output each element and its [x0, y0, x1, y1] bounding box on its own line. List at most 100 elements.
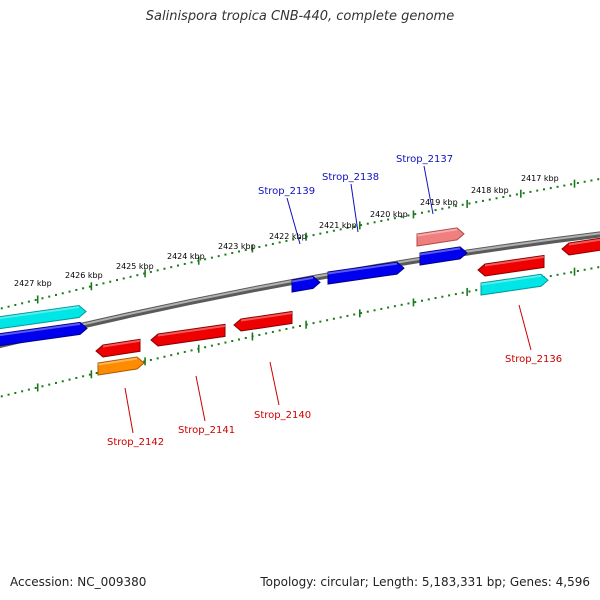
ruler-dot — [244, 336, 247, 339]
ruler-dot — [136, 274, 139, 277]
ruler-dot — [441, 295, 444, 298]
ruler-dot — [75, 288, 78, 291]
gene-label-strop-2140[interactable]: Strop_2140 — [254, 410, 311, 421]
gene-strop-2141[interactable] — [150, 323, 226, 347]
ruler-dot — [88, 285, 91, 288]
ruler-dot — [454, 205, 457, 208]
ruler-dot — [319, 320, 322, 323]
ruler-dot — [421, 211, 423, 214]
ruler-dot — [129, 275, 132, 278]
gene-label-line — [269, 361, 280, 406]
ruler-dot — [576, 182, 579, 185]
ruler-dot — [454, 293, 457, 296]
ruler-dot — [68, 290, 71, 293]
gene-strop-2139[interactable] — [291, 275, 321, 293]
ruler-dot — [217, 343, 220, 346]
ruler-dot — [143, 272, 146, 275]
ruler-dot — [515, 193, 518, 196]
kbp-label: 2423 kbp — [218, 242, 256, 251]
ruler-dot — [292, 238, 295, 241]
gene-cds-red-right[interactable] — [477, 254, 545, 277]
ruler-dot — [353, 225, 356, 228]
ruler-dot — [285, 327, 288, 330]
ruler-dot — [312, 234, 315, 237]
ruler-dot — [549, 275, 552, 278]
ruler-dot — [61, 292, 64, 295]
ruler-dot — [495, 197, 498, 200]
gene-strop-2138[interactable] — [327, 261, 405, 285]
accession-text: Accession: NC_009380 — [10, 575, 147, 589]
kbp-label: 2420 kbp — [370, 210, 408, 219]
ruler-dot — [407, 302, 410, 305]
gene-label-strop-2136[interactable]: Strop_2136 — [505, 354, 562, 365]
ruler-dot — [55, 293, 57, 296]
gene-strop-2137[interactable] — [416, 227, 465, 247]
ruler-dot — [590, 179, 593, 182]
ruler-dot — [393, 217, 396, 220]
ruler-dot — [21, 390, 24, 393]
ruler-dot — [14, 303, 17, 306]
ruler-dot — [122, 277, 125, 280]
ruler-dot — [332, 229, 335, 232]
gene-cds-red-edge[interactable] — [561, 237, 600, 256]
ruler-dot — [190, 261, 193, 264]
ruler-dot — [583, 180, 586, 183]
ruler-dot — [61, 380, 64, 383]
gene-label-strop-2141[interactable]: Strop_2141 — [178, 425, 235, 436]
gene-strop-2140[interactable] — [233, 310, 293, 332]
gene-label-lines — [124, 165, 532, 434]
ruler-dot — [299, 237, 301, 239]
ruler-dot — [224, 341, 227, 344]
ruler-dot — [387, 218, 390, 221]
ruler-dot — [0, 307, 3, 310]
ruler-dot — [7, 305, 10, 308]
gene-label-strop-2139[interactable]: Strop_2139 — [258, 186, 315, 197]
ruler-dot — [549, 187, 552, 190]
map-title: Salinispora tropica CNB-440, complete ge… — [145, 9, 455, 24]
ruler-dot — [21, 302, 24, 305]
ruler-dot — [360, 312, 362, 315]
ruler-dot — [156, 269, 159, 272]
ruler-dot — [258, 245, 261, 248]
ruler-dot — [190, 349, 193, 352]
kbp-label: 2419 kbp — [420, 198, 458, 207]
ruler-dot — [400, 215, 403, 218]
kbp-label: 2417 kbp — [521, 174, 559, 183]
gene-cds-red-small[interactable] — [95, 338, 141, 358]
ruler-dot — [143, 360, 146, 363]
gene-label-strop-2138[interactable]: Strop_2138 — [322, 172, 379, 183]
gene-strop-2136[interactable] — [480, 273, 549, 296]
ruler-dot — [82, 375, 85, 378]
gene-label-strop-2142[interactable]: Strop_2142 — [107, 437, 164, 448]
ruler-dot — [427, 298, 430, 301]
gene-labels: Strop_2139 Strop_2138 Strop_2137 Strop_2… — [107, 154, 562, 448]
ruler-dot — [7, 393, 10, 396]
gene-label-strop-2137[interactable]: Strop_2137 — [396, 154, 453, 165]
ruler-dot — [475, 201, 478, 204]
ruler-dot — [102, 282, 105, 285]
gene-label-line — [518, 304, 532, 351]
ruler-dot — [68, 378, 71, 381]
ruler-dot — [556, 273, 559, 276]
ruler-dot — [163, 355, 166, 358]
ruler-dot — [183, 350, 186, 353]
ruler-dot — [543, 188, 545, 191]
ruler-dot — [170, 266, 173, 269]
ruler-dot — [427, 210, 430, 213]
ruler-dot — [556, 185, 559, 188]
ruler-dot — [346, 314, 349, 317]
ruler-dot — [590, 267, 593, 270]
ruler-dot — [265, 244, 268, 247]
ruler-dot — [204, 258, 207, 261]
ruler-dot — [88, 373, 91, 376]
ruler-dot — [380, 307, 383, 310]
gene-cds-cyan-left[interactable] — [0, 304, 87, 330]
gene-cds-blue-right[interactable] — [419, 246, 468, 266]
ruler-dot — [41, 297, 44, 300]
gene-strop-2142[interactable] — [97, 356, 145, 376]
ruler-dot — [278, 241, 281, 244]
ruler-dot — [95, 284, 98, 286]
ruler-dot — [149, 270, 152, 273]
ruler-dot — [346, 226, 349, 229]
gene-cds-blue-left[interactable] — [0, 321, 88, 347]
